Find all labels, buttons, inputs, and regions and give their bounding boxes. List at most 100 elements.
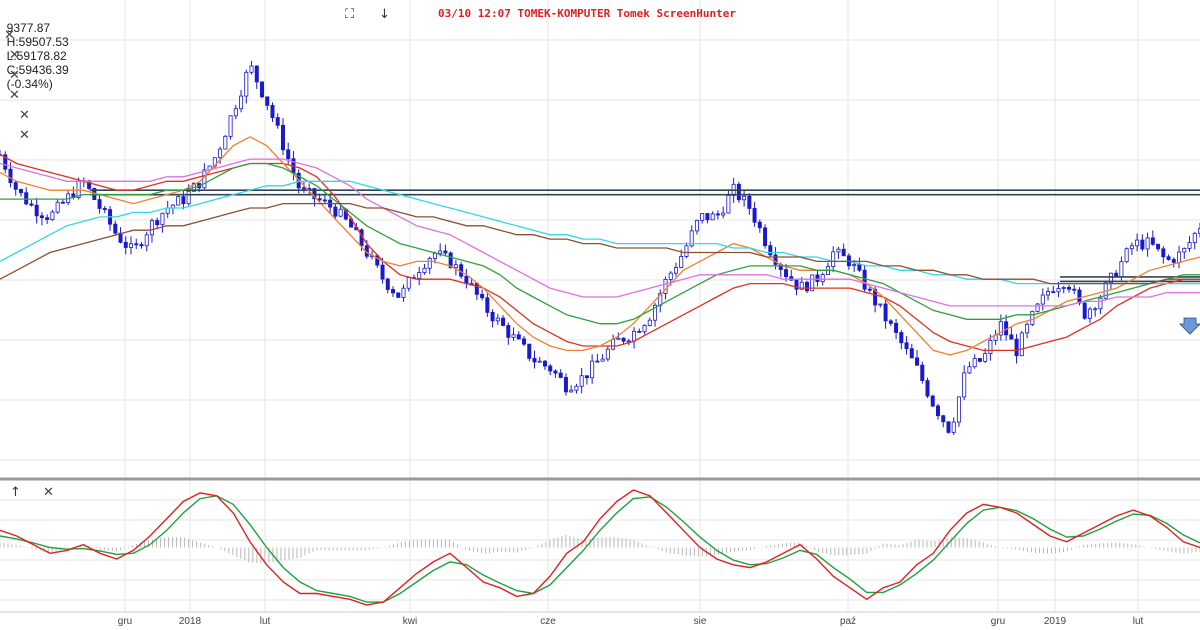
candle xyxy=(8,168,13,184)
candle xyxy=(841,248,846,257)
candle xyxy=(1140,239,1145,250)
close-icon[interactable]: ✕ xyxy=(9,88,20,103)
candle xyxy=(537,360,542,363)
candle xyxy=(553,370,558,374)
close-icon[interactable]: ✕ xyxy=(4,28,15,43)
candle xyxy=(160,212,165,226)
candle xyxy=(689,230,694,247)
candle xyxy=(616,337,621,340)
candle xyxy=(915,357,920,366)
candle xyxy=(773,254,778,265)
candle xyxy=(1166,256,1171,260)
candle xyxy=(239,95,244,110)
series-sma_orange xyxy=(0,136,1200,356)
candle xyxy=(789,276,794,281)
candle xyxy=(1014,338,1019,357)
series-sma_violet xyxy=(0,158,1200,307)
open-value: 9377.87 xyxy=(6,21,51,35)
candle xyxy=(715,213,720,216)
candle xyxy=(422,267,427,273)
candle xyxy=(1145,237,1150,250)
candle xyxy=(223,135,228,150)
candle xyxy=(490,311,495,322)
candle xyxy=(736,183,741,201)
candle xyxy=(244,71,249,97)
price-candles xyxy=(0,60,1200,435)
close-value: C:59436.39 xyxy=(6,63,69,77)
close-icon[interactable]: ✕ xyxy=(19,128,30,143)
candle xyxy=(443,250,448,254)
candle xyxy=(584,375,589,379)
candle xyxy=(815,274,820,282)
candle xyxy=(516,334,521,340)
candle xyxy=(459,264,464,277)
x-tick-label: paź xyxy=(839,616,857,627)
candle xyxy=(532,357,537,363)
moving-average-lines xyxy=(0,136,1200,356)
x-tick-label: lut xyxy=(1132,616,1144,627)
candle xyxy=(181,196,186,205)
candle xyxy=(972,358,977,368)
candle xyxy=(1056,288,1061,293)
candle xyxy=(417,272,422,279)
candle xyxy=(260,81,265,98)
candle xyxy=(123,241,128,248)
up-arrow-icon[interactable]: ↑ xyxy=(10,485,21,500)
candle xyxy=(1108,272,1113,284)
candle xyxy=(642,324,647,333)
candle xyxy=(1098,297,1103,310)
candle xyxy=(873,288,878,306)
candle xyxy=(312,188,317,200)
candle xyxy=(595,360,600,363)
candle xyxy=(1035,303,1040,312)
candle xyxy=(857,264,862,271)
candle xyxy=(1025,323,1030,334)
candle xyxy=(799,281,804,290)
candle xyxy=(563,377,568,393)
candle xyxy=(29,203,34,206)
candle xyxy=(967,366,972,374)
candle xyxy=(925,380,930,397)
candle xyxy=(149,220,154,236)
candle xyxy=(134,243,139,246)
change-value: (-0.34%) xyxy=(6,77,53,91)
candle xyxy=(322,199,327,202)
candle xyxy=(485,297,490,313)
candle xyxy=(637,330,642,333)
close-icon[interactable]: ✕ xyxy=(9,48,20,63)
candle xyxy=(265,96,270,106)
candle xyxy=(742,195,747,201)
candle xyxy=(920,364,925,381)
candle xyxy=(396,292,401,298)
candle xyxy=(1066,286,1071,290)
candle xyxy=(1093,308,1098,311)
close-icon[interactable]: ✕ xyxy=(19,108,30,123)
candle xyxy=(3,154,8,170)
x-tick-label: gru xyxy=(117,616,133,627)
candle xyxy=(453,264,458,269)
candle xyxy=(1192,232,1197,243)
ohlc-readout: 9377.87 H:59507.53 L:59178.82 C:59436.39… xyxy=(0,7,75,91)
candle xyxy=(165,207,170,214)
candle xyxy=(1129,245,1134,250)
candle xyxy=(391,289,396,294)
close-icon[interactable]: ✕ xyxy=(43,485,54,500)
candle xyxy=(956,396,961,423)
candle xyxy=(202,169,207,189)
download-arrow-icon[interactable]: ↓ xyxy=(379,7,390,22)
candle xyxy=(522,338,527,345)
candle xyxy=(385,278,390,290)
candle xyxy=(763,227,768,247)
candle xyxy=(1156,243,1161,250)
candle xyxy=(694,219,699,232)
candle xyxy=(983,353,988,362)
close-icon[interactable]: ✕ xyxy=(9,68,20,83)
candle xyxy=(511,334,516,338)
oscillator-lines xyxy=(0,489,1200,606)
candle xyxy=(590,360,595,379)
candle xyxy=(401,287,406,298)
candle xyxy=(988,339,993,354)
candle xyxy=(569,389,574,393)
fullscreen-icon[interactable]: ⛶ xyxy=(345,7,355,22)
candle xyxy=(721,212,726,216)
